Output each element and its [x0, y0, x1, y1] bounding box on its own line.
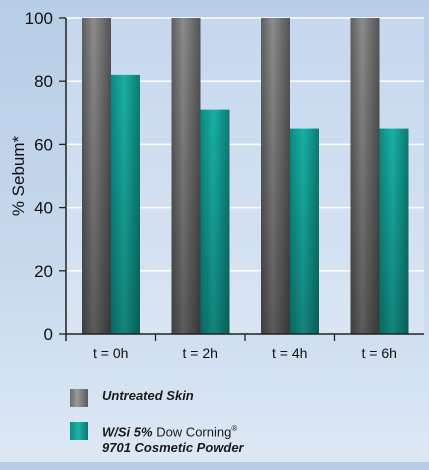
bar-untreated-shade: [82, 18, 111, 334]
legend-swatch-gray: [70, 389, 88, 407]
legend-label-treated-brand: Dow Corning: [156, 424, 232, 440]
chart-area: 0 20 40 60 80 100 t = 0h t = 2h t = 4h t = 6h % Se…: [9, 9, 424, 361]
legend: Untreated Skin W/Si 5% Dow Corning® 9701…: [70, 388, 420, 470]
y-tick-label: 100: [25, 9, 53, 28]
y-axis-title: % Sebum*: [9, 135, 28, 216]
bar-treated-shade: [379, 128, 409, 334]
legend-item-treated: W/Si 5% Dow Corning® 9701 Cosmetic Powde…: [70, 421, 420, 456]
x-tick-label: t = 0h: [93, 345, 128, 361]
y-tick-label: 0: [44, 325, 53, 344]
bar-treated-shade: [111, 74, 140, 334]
legend-label-treated-line2: 9701 Cosmetic Powder: [102, 440, 244, 456]
y-tick-label: 60: [34, 135, 53, 154]
bar-treated-shade: [290, 128, 319, 334]
bar-untreated-shade: [171, 18, 201, 334]
legend-swatch-teal: [70, 422, 88, 440]
legend-label-untreated: Untreated Skin: [102, 388, 194, 403]
legend-label-treated-reg: ®: [231, 424, 238, 433]
legend-label-treated-prefix: W/Si 5%: [102, 424, 157, 440]
x-tick-label: t = 4h: [272, 345, 307, 361]
legend-item-untreated: Untreated Skin: [70, 388, 420, 407]
bar-chart: 0 20 40 60 80 100 t = 0h t = 2h t = 4h t = 6h % Se…: [9, 9, 424, 361]
legend-label-treated: W/Si 5% Dow Corning® 9701 Cosmetic Powde…: [102, 421, 244, 456]
y-tick-label: 40: [34, 199, 53, 218]
y-tick-label: 20: [34, 262, 53, 281]
bar-treated-shade: [200, 109, 230, 334]
y-tick-label: 80: [34, 72, 53, 91]
x-tick-label: t = 2h: [183, 345, 218, 361]
bar-untreated-shade: [350, 18, 380, 334]
x-tick-label: t = 6h: [362, 345, 397, 361]
bar-untreated-shade: [261, 18, 290, 334]
